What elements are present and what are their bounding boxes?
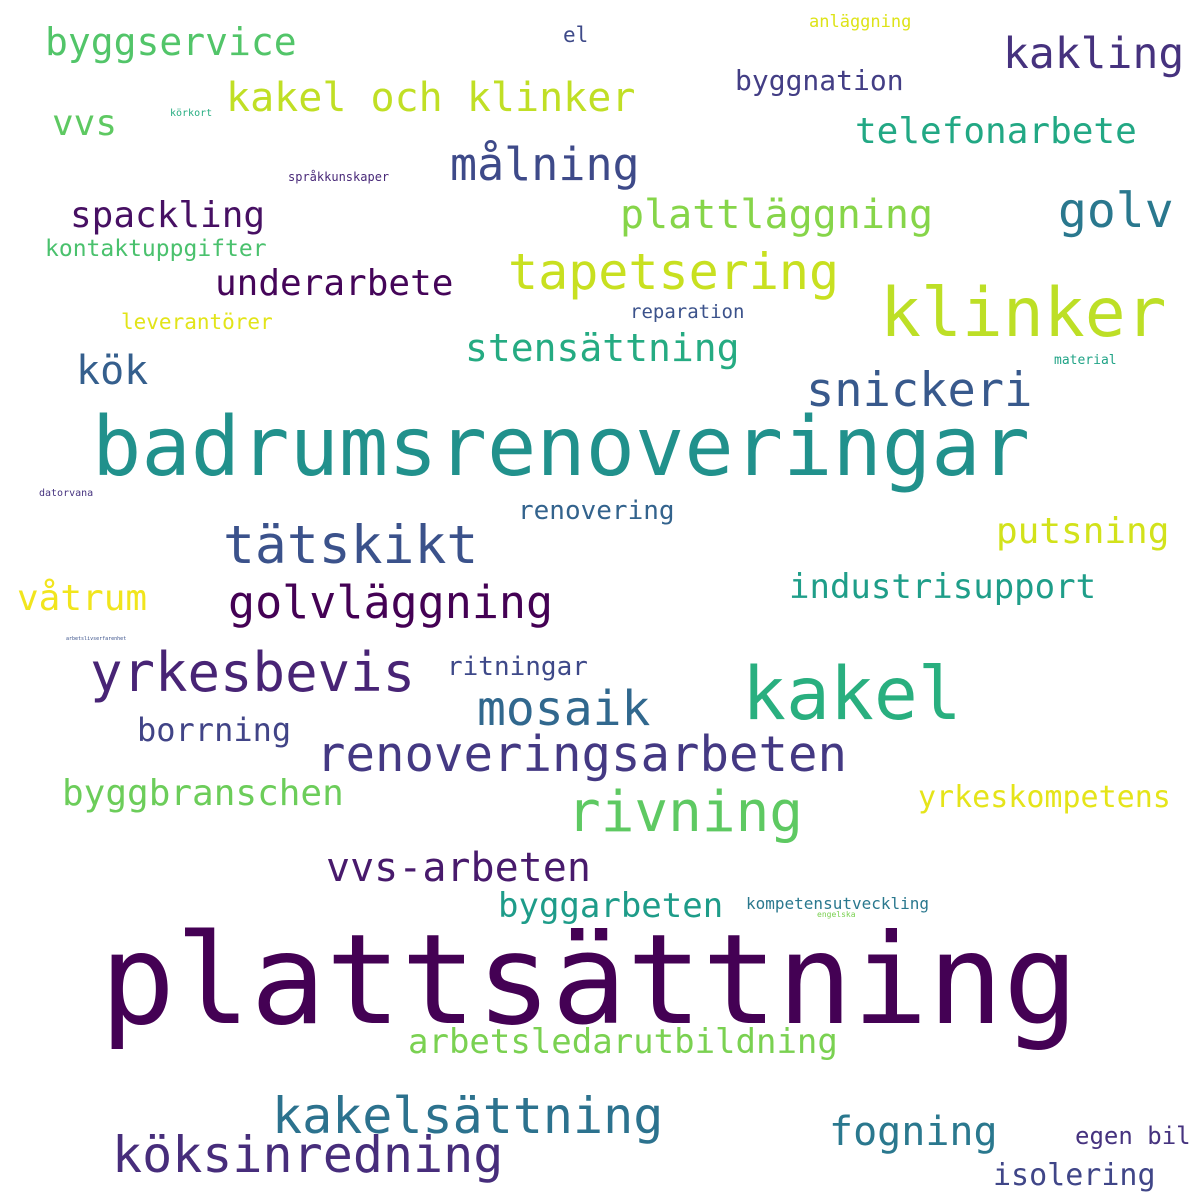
word-snickeri: snickeri [806,363,1033,418]
word-korkort: körkort [170,108,213,119]
word-arbetslivserfarenhet: arbetslivserfarenhet [66,636,127,642]
word-koksinredning: köksinredning [112,1126,504,1184]
word-rivning: rivning [567,780,804,845]
word-vatrum: våtrum [17,578,148,619]
word-industrisupport: industrisupport [789,567,1097,607]
word-byggservice: byggservice [45,20,297,64]
word-el: el [563,23,589,47]
word-yrkesbevis: yrkesbevis [90,641,416,704]
word-ritningar: ritningar [447,652,588,682]
word-kok: kök [76,348,149,394]
word-badrumsrenoveringar: badrumsrenoveringar [92,400,1030,495]
word-tatskikt: tätskikt [223,515,479,576]
word-underarbete: underarbete [215,263,454,304]
word-telefonarbete: telefonarbete [855,111,1137,152]
word-reparation: reparation [630,301,745,323]
word-stensattning: stensättning [465,326,740,370]
word-kakling: kakling [1003,29,1185,79]
word-egen-bil: egen bil [1075,1122,1191,1150]
word-leverantorer: leverantörer [121,310,273,334]
word-vvs-arbeten: vvs-arbeten [326,845,591,891]
word-tapetsering: tapetsering [508,243,840,301]
word-isolering: isolering [993,1158,1156,1193]
word-kakel-och-klinker: kakel och klinker [226,75,636,121]
word-spackling: spackling [70,195,266,236]
word-engelska: engelska [817,910,856,919]
word-mosaik: mosaik [477,681,651,737]
word-golv: golv [1058,183,1174,239]
word-klinker: klinker [880,274,1167,353]
word-golvlaggning: golvläggning [228,576,554,629]
word-renoveringsarbeten: renoveringsarbeten [316,726,848,783]
word-kontaktuppgifter: kontaktuppgifter [45,236,267,262]
word-renovering: renovering [518,496,675,526]
word-byggbranschen: byggbranschen [62,773,344,814]
word-fogning: fogning [829,1109,998,1155]
word-byggnation: byggnation [735,64,904,97]
word-arbetsledarutbildning: arbetsledarutbildning [408,1022,838,1062]
word-kakelsattning: kakelsättning [272,1087,664,1145]
word-plattsattning: plattsättning [100,908,1079,1053]
word-borrning: borrning [137,711,292,749]
word-sprakkunskaper: språkkunskaper [288,170,390,184]
word-vvs: vvs [52,103,118,144]
word-material: material [1054,353,1117,368]
word-kompetensutveckling: kompetensutveckling [746,894,930,913]
word-putsning: putsning [996,511,1170,552]
word-plattlaggning: plattläggning [620,192,934,238]
word-yrkeskompetens: yrkeskompetens [918,780,1171,815]
word-kakel: kakel [742,652,962,737]
word-datorvana: datorvana [39,488,94,499]
word-malning: målning [450,138,640,191]
word-anlaggning: anläggning [809,12,912,32]
word-byggarbeten: byggarbeten [498,886,724,926]
